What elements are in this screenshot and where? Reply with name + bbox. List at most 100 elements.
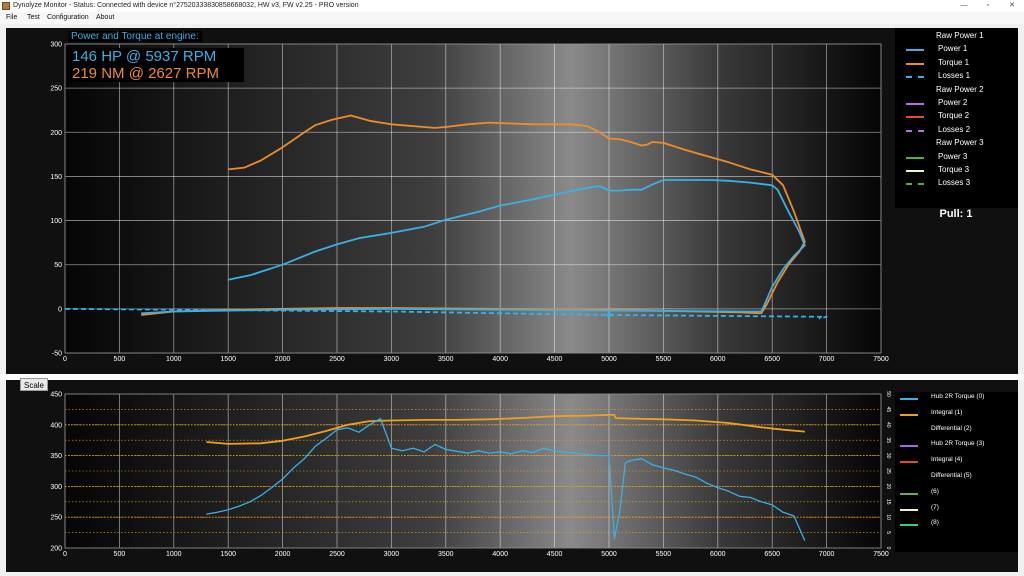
charts-canvas: 0 500 1000 1500 2000 2500 3000 3500 4000 4500 5000… [0,24,1024,576]
legend-label: Raw Power 1 [936,31,984,40]
legend-swatch [900,398,918,400]
bottom-xtick-label: 6500 [764,551,780,558]
bottom-xtick-label: 2000 [275,551,291,558]
legend-swatch [906,103,924,105]
top-plot-area [65,44,881,353]
top-xtick-label: 6000 [710,356,726,363]
menu-test[interactable]: Test [27,14,40,21]
app-icon [2,2,10,10]
bottom-xtick-label: 5500 [656,551,672,558]
bottom-ytick-label: 400 [50,422,62,429]
bottom-series-hub-2r-torque-0- [206,417,806,541]
legend-label: Losses 2 [938,124,971,134]
legend-label: Losses 3 [938,178,971,188]
bottom-ytick-label: 350 [50,453,62,460]
bottom-y2tick-label: 35 [885,437,891,443]
legend-label: Torque 1 [938,57,970,67]
close-icon[interactable]: ✕ [1009,2,1015,9]
top-xtick-label: 4000 [492,356,508,363]
bottom-ytick-label: 200 [50,546,62,553]
losses-marker[interactable] [606,312,612,318]
bottom-xtick-label: 1000 [166,551,182,558]
bottom-xtick-label: 5000 [601,551,617,558]
legend-label: Hub 2R Torque (3) [931,440,985,448]
legend-label: Power 3 [938,151,968,161]
legend-label: Power 1 [938,44,968,54]
legend-label: Power 2 [938,98,968,107]
legend-label: Torque 2 [938,111,970,121]
top-ytick-label: 100 [50,218,62,225]
legend-swatch [906,76,924,79]
top-xtick-label: 500 [114,356,126,363]
legend-swatch [906,156,924,159]
legend-swatch [906,170,924,172]
top-xtick-label: 7500 [873,356,889,363]
bottom-ytick-label: 300 [50,484,62,491]
bottom-xtick-label: 0 [63,551,67,558]
legend-swatch [900,413,918,416]
legend-swatch [900,492,918,495]
top-ytick-label: 50 [54,262,62,269]
bottom-xtick-label: 3000 [384,551,400,558]
top-xtick-label: 5500 [656,356,672,363]
bottom-ytick-label: 250 [50,515,62,522]
legend-label: Hub 2R Torque (0) [931,393,985,400]
top-series-power-1 [141,179,806,315]
top-xtick-label: 7000 [819,356,835,363]
top-ytick-label: 150 [50,174,62,181]
bottom-xtick-label: 6000 [710,551,726,558]
window-title: Dynolyze Monitor - Status: Connected wit… [13,2,359,9]
maximize-icon[interactable]: ▫ [986,2,990,9]
bottom-y2tick-label: 0 [885,547,891,550]
top-xtick-label: 2000 [275,356,291,363]
bottom-xtick-label: 2500 [329,551,345,558]
legend-label: Raw Power 2 [936,84,984,94]
menu-about[interactable]: About [96,14,115,21]
top-ytick-label: 250 [50,86,62,93]
info-box: Power and Torque at engine: 146 HP @ 593… [68,26,244,82]
bottom-y2tick-label: 20 [885,484,891,490]
legend-swatch [900,461,918,464]
top-xtick-label: 0 [63,356,67,363]
top-series-losses-1 [64,308,828,320]
bottom-xtick-label: 500 [114,551,126,558]
legend-swatch [906,129,924,132]
menu-file[interactable]: File [6,14,18,21]
bottom-y2tick-label: 10 [885,514,891,520]
top-xtick-label: 3500 [438,356,454,363]
bottom-xtick-label: 4500 [547,551,563,558]
bottom-y2tick-label: 30 [885,453,891,459]
splitter[interactable] [0,374,1024,380]
top-ytick-label: 300 [50,42,62,49]
legend-swatch [906,62,924,65]
legend-swatch [906,183,924,186]
bottom-xtick-label: 1500 [220,551,236,558]
chart-heading: Power and Torque at engine: [68,31,202,42]
bottom-xtick-label: 4000 [492,551,508,558]
legend-label: Integral (4) [931,456,963,464]
power-readout: 146 HP @ 5937 RPM [68,48,244,65]
top-series-torque-1 [141,114,806,316]
top-ytick-label: 200 [50,130,62,137]
legend-swatch [900,508,918,511]
bottom-ytick-label: 450 [50,392,62,399]
legend-label: (8) [931,519,939,527]
torque-readout: 219 NM @ 2627 RPM [68,65,244,82]
top-legend: Raw Power 1 Power 1 Torque 1 Losses 1 Raw Po… [902,31,1014,191]
legend-label: Integral (1) [931,408,963,416]
minimize-icon[interactable]: — [960,2,968,9]
menu-bar: File Test Configuration About [0,12,1024,24]
top-ytick-label: 0 [58,306,62,313]
bottom-xtick-label: 7000 [819,551,835,558]
top-xtick-label: 1000 [166,356,182,363]
menu-configuration[interactable]: Configuration [47,14,89,21]
legend-label: Losses 1 [938,71,971,81]
scale-button[interactable]: Scale [20,378,48,391]
title-bar: Dynolyze Monitor - Status: Connected wit… [0,0,1024,12]
top-xtick-label: 3000 [384,356,400,363]
top-xtick-label: 5000 [601,356,617,363]
legend-label: Torque 3 [938,165,970,174]
top-ytick-label: -50 [52,351,62,358]
legend-label: Raw Power 3 [936,138,984,148]
top-xtick-label: 4500 [547,356,563,363]
